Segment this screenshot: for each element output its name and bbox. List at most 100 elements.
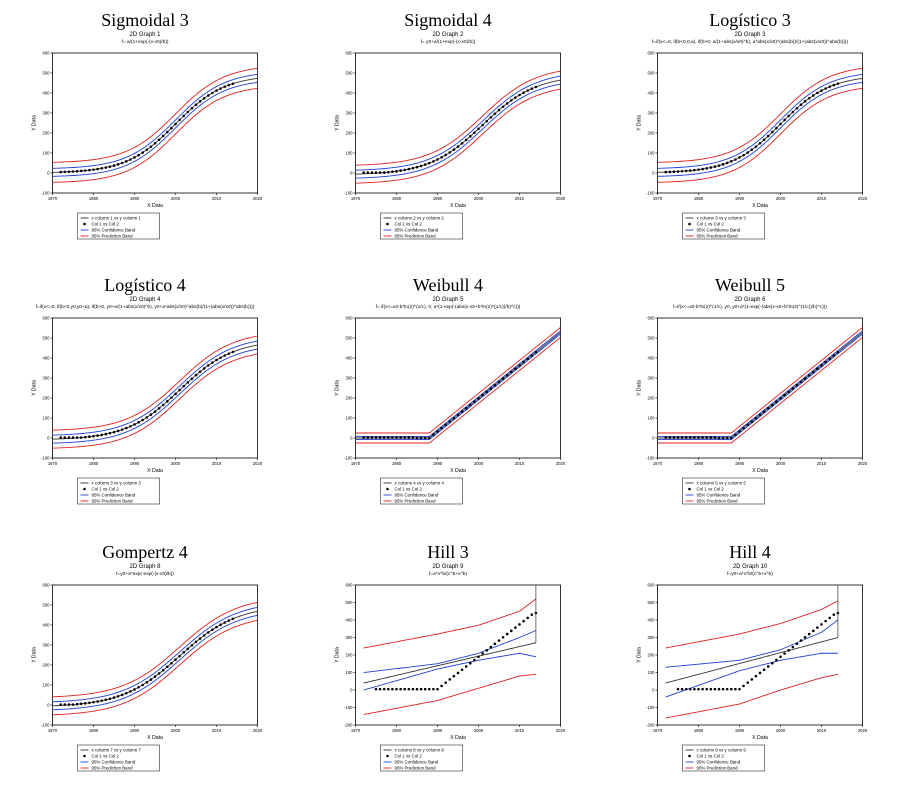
y-tick-label: 600 bbox=[43, 316, 51, 321]
y-tick-label: 600 bbox=[346, 583, 354, 588]
data-point bbox=[411, 687, 415, 691]
data-point bbox=[219, 623, 222, 627]
data-point bbox=[725, 436, 729, 440]
legend-entry: 95% Prediction Band bbox=[697, 766, 739, 771]
data-point bbox=[787, 648, 790, 652]
data-point bbox=[387, 170, 390, 174]
y-tick-label: 200 bbox=[648, 396, 656, 401]
y-tick-label: 200 bbox=[648, 131, 656, 136]
panel-hill-3: Hill 3 2D Graph 9f=a*x^b/(c^b+x^b) 1970 198… bbox=[335, 542, 566, 772]
data-point bbox=[153, 142, 157, 145]
x-tick-label: 1970 bbox=[351, 196, 361, 201]
legend-entry: Col 1 vs Col 2 bbox=[92, 487, 120, 492]
data-point bbox=[803, 377, 807, 380]
data-point bbox=[100, 699, 103, 702]
data-point bbox=[374, 171, 378, 174]
data-point bbox=[67, 436, 71, 439]
data-point bbox=[799, 103, 803, 106]
x-tick-label: 1970 bbox=[653, 196, 663, 201]
data-point bbox=[526, 89, 529, 92]
data-point bbox=[391, 436, 394, 439]
data-point bbox=[473, 400, 476, 404]
x-tick-label: 1990 bbox=[735, 728, 745, 733]
y-axis-label: Y Data bbox=[637, 115, 643, 131]
data-point bbox=[836, 82, 840, 85]
panel-logistico-4: Logístico 4 2D Graph 4f=if(x<=0, if(b<0,y… bbox=[32, 275, 263, 505]
data-point bbox=[526, 357, 529, 361]
panel-title: Gompertz 4 bbox=[102, 542, 187, 562]
data-point bbox=[448, 678, 452, 681]
data-point bbox=[428, 436, 431, 440]
panel-weibull-4: Weibull 4 2D Graph 5f= if(x<=x0-b*ln(2)^(… bbox=[335, 275, 566, 505]
panel-title: Weibull 5 bbox=[715, 275, 785, 295]
legend-entry: 95% Prediction Band bbox=[92, 499, 134, 504]
data-point bbox=[63, 703, 67, 706]
x-tick-label: 2000 bbox=[171, 461, 181, 466]
formula-text: f=if(x<=0, if(b<0,y0,y0+a), if(b>0, y0+a… bbox=[36, 304, 255, 310]
legend-entry: Col 1 vs Col 2 bbox=[92, 754, 120, 759]
data-point bbox=[88, 701, 91, 705]
data-point bbox=[664, 170, 667, 174]
data-point bbox=[820, 364, 823, 367]
y-tick-label: 300 bbox=[648, 635, 656, 640]
panel-title: Sigmoidal 3 bbox=[101, 10, 189, 30]
data-point bbox=[211, 91, 214, 95]
prediction-band-lower bbox=[355, 337, 561, 444]
panel-title: Sigmoidal 4 bbox=[404, 10, 492, 30]
data-point bbox=[530, 613, 534, 616]
y-tick-label: 500 bbox=[346, 71, 354, 76]
prediction-band-lower bbox=[52, 87, 258, 183]
data-point bbox=[452, 148, 456, 151]
panel-title: Logístico 3 bbox=[709, 10, 791, 30]
data-point bbox=[378, 687, 382, 691]
data-point bbox=[746, 423, 749, 427]
panel-title: Hill 3 bbox=[427, 542, 469, 562]
data-point bbox=[812, 629, 815, 633]
data-point bbox=[717, 164, 721, 167]
data-point bbox=[481, 393, 484, 397]
data-point bbox=[133, 156, 136, 159]
fit-line bbox=[657, 332, 863, 439]
confidence-band-upper bbox=[363, 630, 537, 673]
data-point bbox=[473, 131, 476, 134]
data-point bbox=[725, 161, 729, 165]
legend-box bbox=[77, 477, 160, 505]
data-point bbox=[816, 626, 819, 629]
x-tick-label: 2010 bbox=[817, 196, 827, 201]
data-point bbox=[391, 170, 394, 174]
data-point bbox=[522, 91, 525, 94]
data-point bbox=[676, 436, 680, 439]
data-point bbox=[799, 380, 803, 384]
y-tick-label: 100 bbox=[648, 670, 656, 675]
y-tick-label: 300 bbox=[346, 376, 354, 381]
data-point bbox=[750, 148, 754, 152]
data-point bbox=[717, 687, 721, 691]
data-point bbox=[820, 623, 823, 626]
data-point bbox=[522, 360, 525, 364]
prediction-band-upper bbox=[355, 70, 561, 166]
data-point bbox=[84, 435, 87, 439]
data-point bbox=[231, 350, 235, 354]
data-point bbox=[382, 171, 386, 174]
data-point bbox=[182, 651, 185, 654]
data-point bbox=[505, 102, 509, 105]
x-tick-label: 1980 bbox=[89, 728, 99, 733]
data-point bbox=[149, 413, 153, 416]
data-point bbox=[709, 166, 713, 169]
data-point bbox=[701, 436, 704, 439]
y-tick-label: 500 bbox=[648, 71, 656, 76]
data-point bbox=[137, 421, 140, 424]
panel-logistico-3: Logístico 3 2D Graph 3f=if(x<=0, if(b<0,0… bbox=[637, 10, 868, 240]
data-point bbox=[689, 436, 692, 439]
data-point bbox=[816, 91, 819, 95]
data-point bbox=[832, 613, 836, 616]
fit-line bbox=[52, 344, 258, 440]
data-point bbox=[215, 625, 218, 629]
legend-entry: 95% Confidence Band bbox=[697, 228, 741, 233]
data-point bbox=[742, 153, 745, 157]
x-tick-label: 2010 bbox=[212, 461, 222, 466]
y-tick-label: 300 bbox=[648, 111, 656, 116]
data-point bbox=[71, 436, 75, 439]
data-point bbox=[440, 426, 443, 430]
y-axis-label: Y Data bbox=[32, 380, 38, 396]
